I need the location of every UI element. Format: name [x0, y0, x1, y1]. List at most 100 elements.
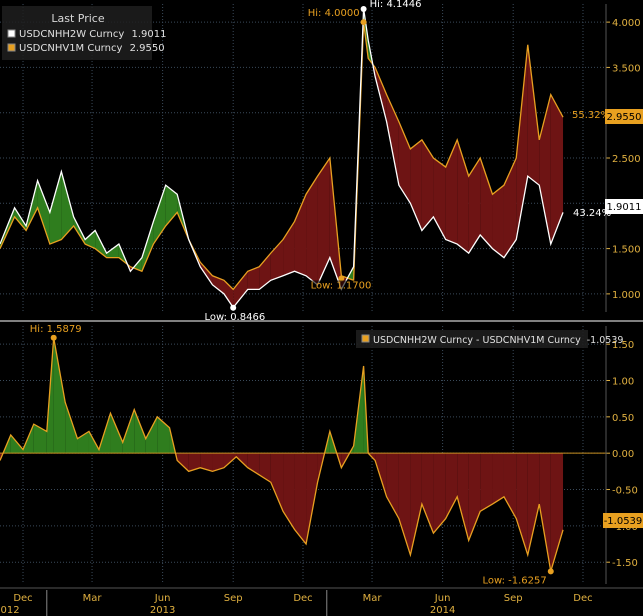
y-tick-label: 1.500: [612, 245, 641, 256]
fill-orange-above: [421, 139, 434, 231]
fill-spread-negative: [527, 453, 540, 555]
price-legend: Last Price USDCNHH2W Curncy 1.9011 USDCN…: [2, 6, 167, 60]
price-panel: Hi: 4.1446 Hi: 4.0000 Low: 0.8466 Low: 1.17…: [0, 0, 643, 323]
x-tick-label: Sep: [224, 593, 243, 604]
fill-orange-above: [306, 176, 318, 285]
annotation-bg: [203, 311, 267, 323]
spread-tag: -1.0539: [603, 513, 643, 528]
legend-entry-2: USDCNHV1M Curncy 2.9550: [19, 43, 165, 54]
fill-white-above: [37, 180, 50, 245]
spread-tag-box: [603, 513, 643, 528]
series-line-spread[interactable]: [0, 337, 564, 572]
x-year-label: 2012: [0, 605, 20, 616]
annotation-label: Low: 0.8466: [205, 312, 266, 323]
spread-tag-value: -1.0539: [604, 516, 643, 527]
price-legend-title: Last Price: [51, 12, 104, 25]
fill-spread-negative: [223, 453, 237, 468]
fill-spread-positive: [53, 337, 66, 454]
annotation-bg: [306, 8, 361, 20]
y-tick-label: 3.500: [612, 63, 641, 74]
legend-entry-spread-name: USDCNHH2W Curncy - USDCNHV1M Curncy: [373, 335, 581, 346]
fill-spread-positive: [145, 416, 158, 454]
y-tick-label: 0.00: [612, 449, 634, 460]
x-tick-label: Mar: [83, 593, 103, 604]
fill-white-above: [61, 171, 74, 240]
fill-spread-positive: [110, 413, 123, 454]
price-tag-orange-value: 2.9550: [607, 112, 642, 123]
fill-spread-negative: [421, 453, 434, 534]
fill-spread-negative: [306, 453, 318, 545]
pct-tag-orange: 55.32%: [572, 110, 610, 121]
fill-orange-above: [317, 158, 330, 285]
y-tick-label: -0.50: [612, 486, 638, 497]
fill-spread-positive: [134, 409, 146, 454]
price-tag-orange-box: [605, 109, 643, 124]
fill-orange-above: [527, 44, 540, 186]
fill-spread-positive: [122, 409, 135, 454]
legend-entry-1-value: 1.9011: [132, 29, 167, 40]
annotation-bg: [368, 0, 423, 11]
annotation-marker: [230, 304, 237, 311]
x-tick-label: Mar: [363, 593, 383, 604]
legend-swatch-spread[interactable]: [361, 334, 370, 343]
price-tag-white-box: [605, 199, 643, 214]
annotation-label: Hi: 4.0000: [308, 8, 360, 19]
fill-spread-negative: [550, 453, 564, 572]
legend-entry-2-value: 2.9550: [130, 43, 165, 54]
spread-legend-box: [356, 330, 588, 348]
fill-orange-above: [247, 266, 260, 290]
annotation-marker: [50, 334, 57, 341]
fill-spread-negative: [516, 453, 528, 555]
fill-spread-negative: [457, 453, 469, 541]
fill-orange-above: [468, 158, 481, 254]
legend-entry-spread: USDCNHH2W Curncy - USDCNHV1M Curncy -1.0…: [373, 335, 623, 346]
fill-spread-negative: [294, 453, 307, 545]
x-year-label: 2014: [430, 605, 455, 616]
y-tick-label: 1.000: [612, 290, 641, 301]
annotation-bg: [481, 575, 548, 587]
fill-orange-above: [480, 158, 493, 249]
fill-orange-above: [410, 139, 422, 231]
fill-spread-positive: [157, 416, 170, 454]
annotation-label: Hi: 1.5879: [30, 324, 82, 335]
x-tick-label: Jun: [154, 593, 171, 604]
legend-swatch-white[interactable]: [7, 29, 16, 38]
y-tick-label: 1.50: [612, 340, 634, 351]
x-axis-band: [0, 586, 643, 616]
y-tick-label: 0.50: [612, 413, 634, 424]
annotation-bg: [309, 280, 373, 292]
x-tick-label: Sep: [504, 593, 523, 604]
fill-orange-above: [259, 253, 271, 290]
annotation-marker: [547, 568, 554, 575]
series-line-usdcnhh2w[interactable]: [0, 8, 564, 309]
fill-orange-above: [212, 275, 224, 294]
spread-panel-annotations: Hi: 1.5879 Low: -1.6257: [28, 323, 554, 587]
x-tick-label: Jun: [434, 593, 451, 604]
fill-spread-negative: [259, 453, 271, 483]
annotation-label: Low: 1.1700: [311, 280, 372, 291]
fill-orange-above: [433, 158, 446, 240]
annotation-label: Low: -1.6257: [482, 575, 546, 586]
legend-swatch-orange[interactable]: [7, 43, 16, 52]
fill-spread-negative: [200, 453, 213, 472]
y-tick-label: -1.50: [612, 558, 638, 569]
price-tag-white-value: 1.9011: [607, 202, 642, 213]
pct-tag-white: 43.24%: [573, 208, 611, 219]
series-line-usdcnhv1m[interactable]: [0, 22, 564, 291]
annotation-marker: [360, 19, 367, 26]
y-tick-label: 2.500: [612, 154, 641, 165]
fill-orange-above: [233, 271, 248, 308]
fill-white-above: [106, 244, 119, 258]
annotation-bg: [28, 323, 83, 335]
price-panel-annotations: Hi: 4.1446 Hi: 4.0000 Low: 0.8466 Low: 1.17…: [203, 0, 423, 323]
y-tick-label: 4.000: [612, 18, 641, 29]
legend-entry-1-name: USDCNHH2W Curncy: [19, 29, 124, 40]
fill-white-above: [165, 185, 178, 226]
fill-orange-above: [550, 94, 564, 245]
fill-spread-negative: [480, 453, 493, 512]
price-panel-lines: [0, 8, 564, 309]
fill-spread-negative: [398, 453, 411, 555]
fill-spread-negative: [433, 453, 446, 534]
